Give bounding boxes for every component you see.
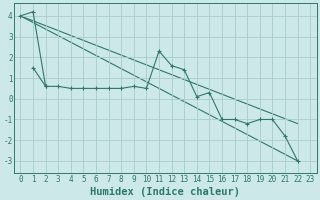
X-axis label: Humidex (Indice chaleur): Humidex (Indice chaleur) bbox=[90, 186, 240, 197]
